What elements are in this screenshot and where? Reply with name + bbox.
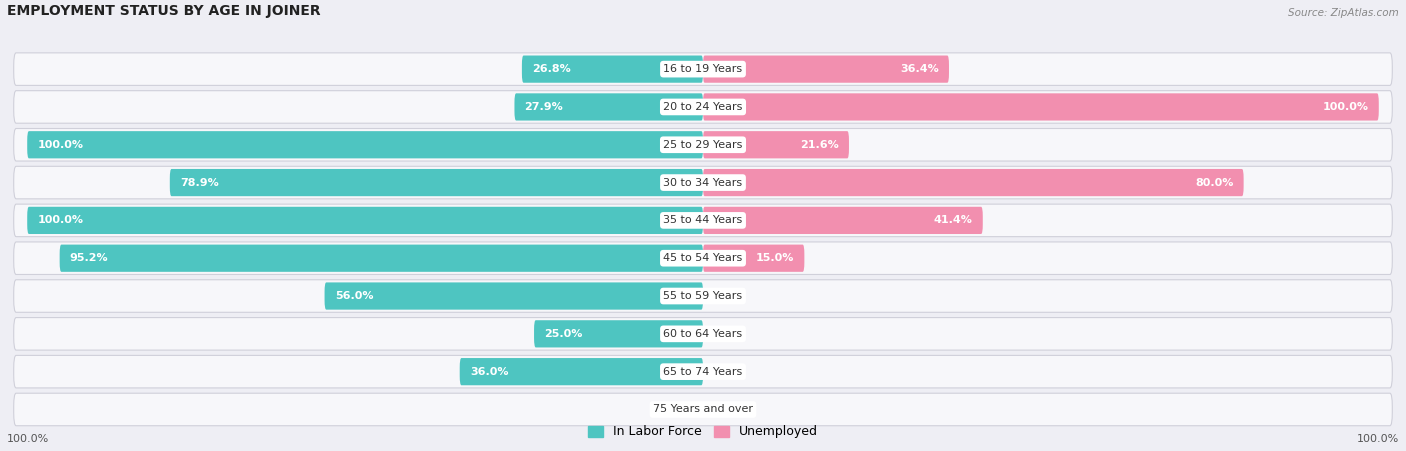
FancyBboxPatch shape	[14, 53, 1392, 85]
Text: EMPLOYMENT STATUS BY AGE IN JOINER: EMPLOYMENT STATUS BY AGE IN JOINER	[7, 4, 321, 18]
Text: 25 to 29 Years: 25 to 29 Years	[664, 140, 742, 150]
Text: 21.6%: 21.6%	[800, 140, 839, 150]
FancyBboxPatch shape	[27, 131, 703, 158]
FancyBboxPatch shape	[14, 242, 1392, 275]
FancyBboxPatch shape	[703, 244, 804, 272]
Text: 35 to 44 Years: 35 to 44 Years	[664, 216, 742, 226]
FancyBboxPatch shape	[170, 169, 703, 196]
Text: 30 to 34 Years: 30 to 34 Years	[664, 178, 742, 188]
Text: 75 Years and over: 75 Years and over	[652, 405, 754, 414]
Text: 100.0%: 100.0%	[1357, 434, 1399, 444]
Legend: In Labor Force, Unemployed: In Labor Force, Unemployed	[583, 420, 823, 443]
Text: 65 to 74 Years: 65 to 74 Years	[664, 367, 742, 377]
Text: 15.0%: 15.0%	[756, 253, 794, 263]
FancyBboxPatch shape	[703, 207, 983, 234]
Text: 78.9%: 78.9%	[180, 178, 219, 188]
Text: 41.4%: 41.4%	[934, 216, 973, 226]
Text: 56.0%: 56.0%	[335, 291, 373, 301]
FancyBboxPatch shape	[703, 55, 949, 83]
Text: 0.0%: 0.0%	[717, 329, 745, 339]
FancyBboxPatch shape	[14, 166, 1392, 199]
Text: 80.0%: 80.0%	[1195, 178, 1233, 188]
FancyBboxPatch shape	[14, 91, 1392, 123]
FancyBboxPatch shape	[14, 204, 1392, 237]
Text: 0.0%: 0.0%	[717, 291, 745, 301]
Text: 55 to 59 Years: 55 to 59 Years	[664, 291, 742, 301]
Text: 0.0%: 0.0%	[717, 367, 745, 377]
FancyBboxPatch shape	[703, 131, 849, 158]
Text: 36.4%: 36.4%	[900, 64, 939, 74]
Text: 26.8%: 26.8%	[531, 64, 571, 74]
FancyBboxPatch shape	[27, 207, 703, 234]
Text: 36.0%: 36.0%	[470, 367, 509, 377]
FancyBboxPatch shape	[14, 355, 1392, 388]
FancyBboxPatch shape	[325, 282, 703, 310]
Text: 100.0%: 100.0%	[38, 140, 83, 150]
Text: 25.0%: 25.0%	[544, 329, 582, 339]
FancyBboxPatch shape	[14, 393, 1392, 426]
Text: 45 to 54 Years: 45 to 54 Years	[664, 253, 742, 263]
Text: 0.0%: 0.0%	[717, 405, 745, 414]
FancyBboxPatch shape	[460, 358, 703, 385]
Text: 100.0%: 100.0%	[38, 216, 83, 226]
FancyBboxPatch shape	[515, 93, 703, 120]
Text: 60 to 64 Years: 60 to 64 Years	[664, 329, 742, 339]
FancyBboxPatch shape	[534, 320, 703, 347]
FancyBboxPatch shape	[522, 55, 703, 83]
Text: 100.0%: 100.0%	[7, 434, 49, 444]
Text: 27.9%: 27.9%	[524, 102, 564, 112]
Text: 100.0%: 100.0%	[1323, 102, 1368, 112]
FancyBboxPatch shape	[14, 318, 1392, 350]
Text: 20 to 24 Years: 20 to 24 Years	[664, 102, 742, 112]
Text: Source: ZipAtlas.com: Source: ZipAtlas.com	[1288, 8, 1399, 18]
FancyBboxPatch shape	[703, 93, 1379, 120]
FancyBboxPatch shape	[703, 169, 1244, 196]
FancyBboxPatch shape	[59, 244, 703, 272]
Text: 16 to 19 Years: 16 to 19 Years	[664, 64, 742, 74]
Text: 95.2%: 95.2%	[70, 253, 108, 263]
FancyBboxPatch shape	[14, 280, 1392, 312]
FancyBboxPatch shape	[14, 129, 1392, 161]
Text: 0.0%: 0.0%	[661, 405, 689, 414]
